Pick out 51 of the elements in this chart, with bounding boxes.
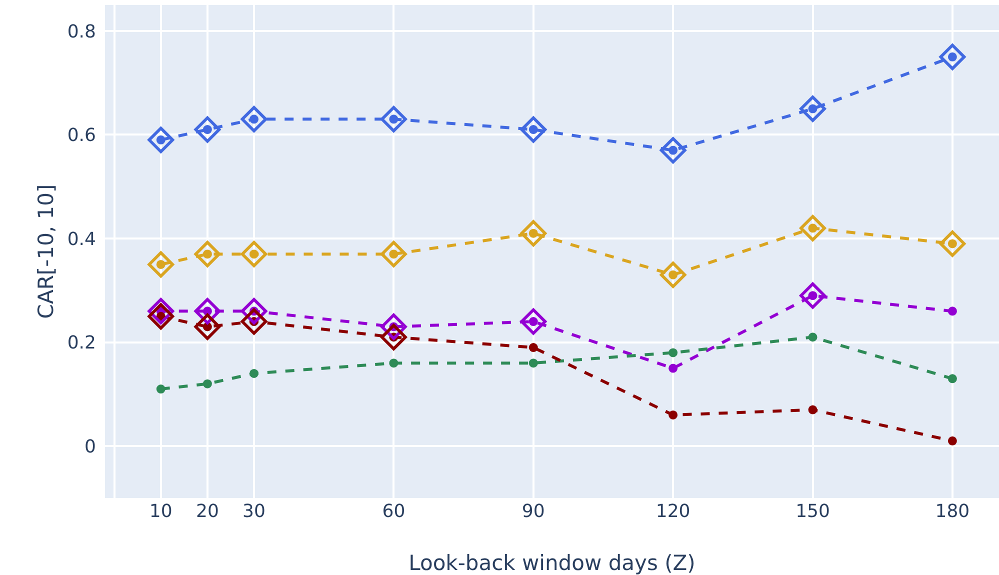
point — [240, 106, 268, 132]
point — [202, 379, 212, 388]
point — [380, 240, 407, 268]
point — [148, 126, 174, 154]
point — [939, 44, 966, 70]
x-tick-label: 90 — [522, 501, 545, 522]
y-tick-label: 0 — [84, 436, 96, 458]
point — [380, 324, 407, 350]
point — [148, 303, 174, 330]
point — [800, 282, 826, 309]
point — [808, 332, 818, 342]
y-tick-label: 0.8 — [67, 21, 96, 42]
x-tick-label: 20 — [196, 501, 219, 522]
x-axis-title: Look-back window days (Z) — [408, 551, 696, 575]
point — [520, 116, 547, 143]
x-tick-label: 150 — [796, 501, 830, 522]
point — [948, 374, 957, 384]
point — [528, 358, 538, 368]
point — [240, 240, 268, 268]
point — [156, 384, 166, 394]
point — [194, 314, 221, 340]
x-tick-label: 180 — [935, 501, 970, 522]
point — [148, 251, 174, 278]
point — [668, 410, 678, 420]
x-tick-label: 30 — [242, 501, 266, 522]
point — [380, 106, 407, 132]
point — [194, 116, 221, 143]
point — [389, 358, 398, 368]
point — [194, 240, 221, 268]
point — [808, 405, 818, 414]
point — [528, 343, 538, 352]
y-axis-title: CAR[-10, 10] — [34, 184, 58, 319]
point — [250, 368, 258, 378]
y-tick-label: 0.4 — [67, 228, 96, 250]
y-tick-label: 0.6 — [67, 125, 96, 146]
point — [380, 314, 407, 340]
point — [948, 306, 957, 316]
point — [800, 96, 826, 122]
x-tick-label: 60 — [382, 501, 406, 522]
x-tick-label: 120 — [656, 501, 690, 522]
point — [240, 308, 268, 335]
point — [520, 308, 547, 335]
point — [948, 436, 957, 446]
point — [800, 214, 826, 242]
point — [660, 262, 686, 288]
point — [939, 230, 966, 257]
point — [668, 348, 678, 358]
point — [520, 220, 547, 247]
x-tick-label: 10 — [149, 501, 172, 522]
y-tick-label: 0.2 — [67, 332, 96, 354]
point — [668, 364, 678, 373]
